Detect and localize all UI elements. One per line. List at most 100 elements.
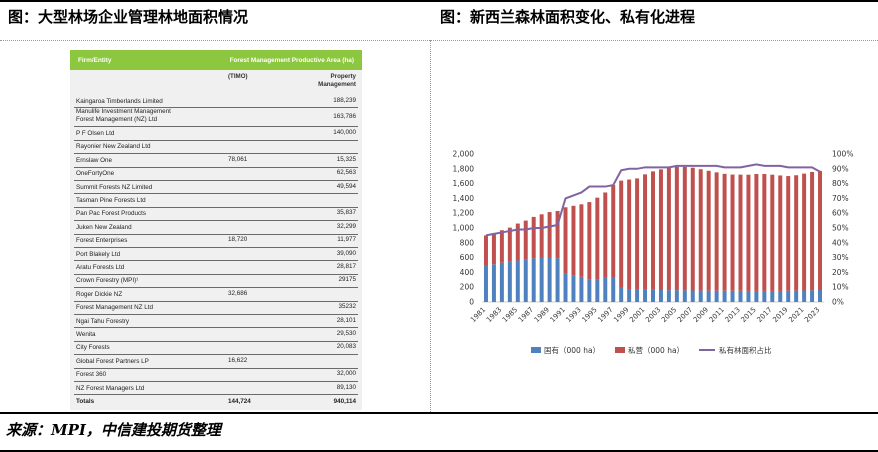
bar-state <box>674 290 679 302</box>
bar-state <box>651 289 655 302</box>
y-left-tick-label: 400 <box>460 268 475 277</box>
table-row: Port Blakely Ltd 39,090 <box>74 247 358 262</box>
table-total-row: Totals 144,724 940,114 <box>74 394 358 407</box>
firm-name-line: Port Blakely Ltd <box>76 250 121 258</box>
bar-private <box>738 174 743 291</box>
property-value: 35,837 <box>336 209 356 217</box>
bar-state <box>563 273 568 302</box>
bar-state <box>627 289 632 302</box>
property-value: 15,325 <box>336 155 356 163</box>
bar-private <box>778 175 783 291</box>
firm-name: Summit Forests NZ Limited <box>76 184 152 192</box>
bar-state <box>507 261 512 302</box>
firm-name-line: Aratu Forests Ltd <box>76 263 125 271</box>
area-column-header: Forest Management Productive Area (ha) <box>229 57 354 64</box>
firm-name-line: Wenita <box>76 330 96 338</box>
bar-state <box>531 258 536 302</box>
table-row: OneFortyOne 62,563 <box>74 167 358 181</box>
bar-private <box>651 171 655 290</box>
forest-management-table: Firm/Entity Forest Management Productive… <box>70 50 362 410</box>
y-left-tick-label: 1,800 <box>453 164 475 173</box>
x-tick-label: 2009 <box>692 306 710 324</box>
firm-name: Ngai Tahu Forestry <box>76 318 129 326</box>
firm-name-line: Summit Forests NZ Limited <box>76 183 153 191</box>
firm-name: Tasman Pine Forests Ltd <box>76 197 146 205</box>
bar-state <box>579 276 584 302</box>
property-value: 29175 <box>338 276 356 284</box>
x-tick-label: 1999 <box>612 306 630 324</box>
firm-name: Rayonier New Zealand Ltd <box>76 143 151 151</box>
bar-private <box>794 175 799 291</box>
bar-private <box>571 205 576 276</box>
top-border <box>0 0 878 2</box>
firm-name-line: Crown Forestry (MPI)¹ <box>76 277 139 285</box>
firm-name-line: P F Olsen Ltd <box>76 129 115 137</box>
property-value: 20,083 <box>336 343 356 351</box>
source-note: 来源：MPI，中信建投期货整理 <box>6 421 221 439</box>
firm-name-line: NZ Forest Managers Ltd <box>76 384 145 392</box>
firm-name: City Forests <box>76 344 110 352</box>
firm-name: Forest Management NZ Ltd <box>76 304 153 312</box>
x-tick-label: 2001 <box>628 306 646 324</box>
bar-state <box>794 290 799 302</box>
total-property: 940,114 <box>333 397 356 405</box>
firm-name-line: Pan Pac Forest Products <box>76 210 146 218</box>
bar-private <box>563 207 568 274</box>
bar-state <box>778 290 783 302</box>
x-tick-label: 1981 <box>469 306 487 324</box>
firm-name: Crown Forestry (MPI)¹ <box>76 277 138 285</box>
bar-state <box>698 290 703 302</box>
bar-private <box>643 174 648 290</box>
timo-value: 78,061 <box>228 155 248 163</box>
total-timo: 144,724 <box>228 397 251 405</box>
firm-name-line: Juken New Zealand <box>76 223 132 231</box>
table-row: Rayonier New Zealand Ltd <box>74 140 358 155</box>
y-right-tick-label: 0% <box>832 298 844 307</box>
y-right-tick-label: 30% <box>832 253 849 262</box>
property-value: 49,594 <box>336 182 356 190</box>
property-value: 32,299 <box>336 222 356 230</box>
panel-divider <box>430 40 431 412</box>
y-left-tick-label: 1,000 <box>453 224 475 233</box>
bar-state <box>539 257 544 302</box>
y-right-tick-label: 20% <box>832 268 849 277</box>
bar-state <box>635 289 640 302</box>
bar-state <box>643 289 648 302</box>
bar-private <box>690 167 695 291</box>
bar-state <box>738 290 743 302</box>
firm-name: Aratu Forests Ltd <box>76 264 124 272</box>
table-row: NZ Forest Managers Ltd 89,130 <box>74 381 358 396</box>
bar-state <box>666 290 671 302</box>
y-left-tick-label: 1,200 <box>453 209 475 218</box>
x-tick-label: 2013 <box>724 306 742 324</box>
y-left-tick-label: 1,600 <box>453 179 475 188</box>
bar-state <box>786 290 791 302</box>
firm-name: Port Blakely Ltd <box>76 251 120 259</box>
bar-private <box>595 197 600 280</box>
firm-name: Wenita <box>76 331 95 339</box>
firm-name-line: Forest 360 <box>76 371 107 379</box>
x-tick-label: 2021 <box>787 306 805 324</box>
firm-column-header: Firm/Entity <box>78 57 112 64</box>
table-row: Wenita 29,530 <box>74 327 358 342</box>
firm-name-line: Ernslaw One <box>76 156 113 164</box>
bar-private <box>539 214 544 258</box>
bar-state <box>690 290 695 302</box>
bar-private <box>507 227 512 262</box>
bar-state <box>770 290 775 302</box>
bar-state <box>491 264 496 302</box>
total-label: Totals <box>76 397 95 405</box>
y-right-tick-label: 100% <box>832 150 853 159</box>
table-row: Summit Forests NZ Limited 49,594 <box>74 180 358 195</box>
forest-area-chart: 0 200 400 600 800 1,000 1,200 1,400 1,600 1,800 2,… <box>453 150 854 356</box>
x-tick-label: 2015 <box>740 306 758 324</box>
y-right-tick-label: 90% <box>832 164 849 173</box>
bar-state <box>547 257 552 302</box>
bar-private <box>802 173 807 291</box>
firm-name-line: Kaingaroa Timberlands Limited <box>76 97 163 105</box>
property-value: 163,786 <box>333 112 356 120</box>
legend-label: 私有林面积占比 <box>719 345 772 355</box>
bar-state <box>722 290 727 302</box>
firm-name-line: Ngai Tahu Forestry <box>76 317 130 325</box>
bar-state <box>555 258 560 302</box>
